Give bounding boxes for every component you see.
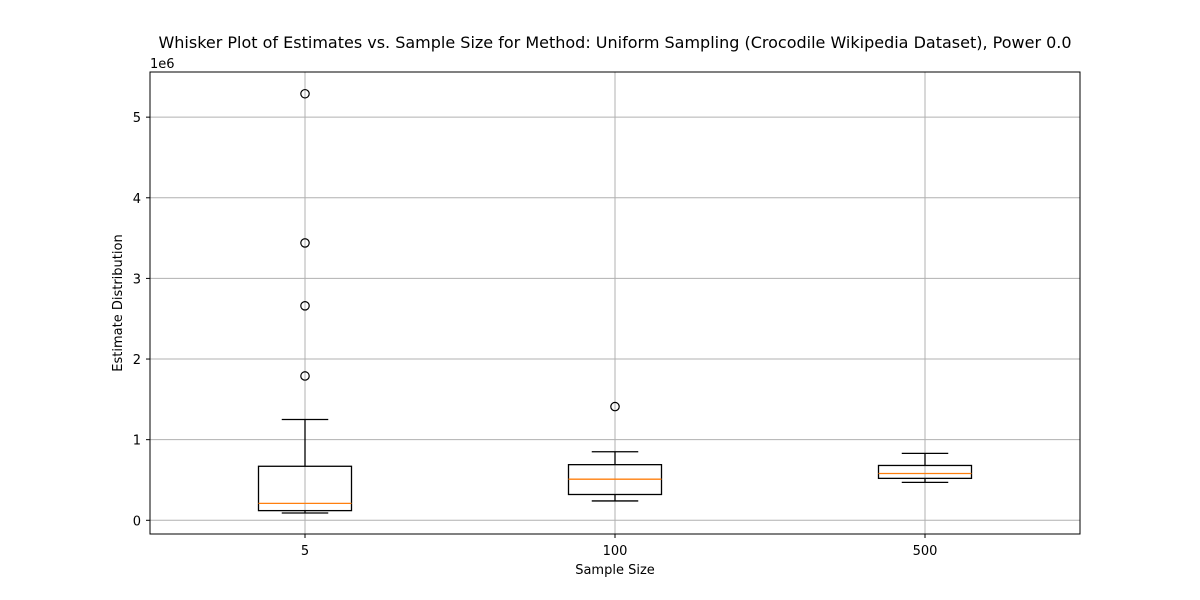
y-tick-label: 5 [133, 111, 141, 126]
box [257, 465, 353, 512]
ticks: 0 1 2 3 4 5 5 100 500 [133, 111, 938, 559]
outlier-point [610, 401, 620, 412]
x-tick-label: 500 [913, 544, 938, 559]
y-tick-label: 1 [133, 434, 141, 449]
outlier-point [300, 88, 310, 99]
x-tick-label: 100 [603, 544, 628, 559]
y-axis-label: Estimate Distribution [111, 234, 126, 371]
outlier-point [300, 301, 310, 311]
outlier-point [300, 371, 310, 381]
x-tick-label: 5 [301, 544, 309, 559]
y-tick-label: 0 [133, 514, 141, 529]
boxes [257, 88, 973, 514]
y-multiplier-label: 1e6 [150, 57, 175, 72]
x-axis-label: Sample Size [575, 563, 655, 578]
y-tick-label: 2 [133, 353, 141, 368]
y-tick-label: 4 [133, 192, 141, 207]
outlier-point [300, 238, 310, 248]
chart-title: Whisker Plot of Estimates vs. Sample Siz… [158, 33, 1071, 52]
box [877, 464, 973, 480]
y-tick-label: 3 [133, 272, 141, 287]
